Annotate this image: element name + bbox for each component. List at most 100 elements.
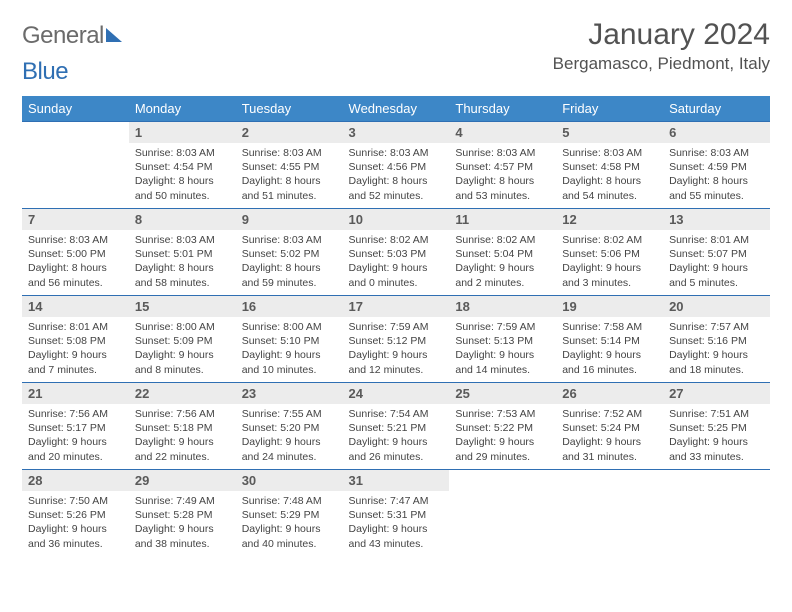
day-number: 24 bbox=[343, 383, 450, 404]
calendar-cell: 28Sunrise: 7:50 AMSunset: 5:26 PMDayligh… bbox=[22, 470, 129, 557]
calendar-cell: 6Sunrise: 8:03 AMSunset: 4:59 PMDaylight… bbox=[663, 122, 770, 209]
day-detail: Sunrise: 7:50 AMSunset: 5:26 PMDaylight:… bbox=[22, 491, 129, 553]
day-number: 16 bbox=[236, 296, 343, 317]
location-text: Bergamasco, Piedmont, Italy bbox=[553, 54, 770, 74]
weekday-header: Tuesday bbox=[236, 96, 343, 122]
day-number: 1 bbox=[129, 122, 236, 143]
day-detail: Sunrise: 8:01 AMSunset: 5:08 PMDaylight:… bbox=[22, 317, 129, 379]
calendar-cell: 15Sunrise: 8:00 AMSunset: 5:09 PMDayligh… bbox=[129, 296, 236, 383]
calendar-cell bbox=[556, 470, 663, 557]
day-detail: Sunrise: 7:49 AMSunset: 5:28 PMDaylight:… bbox=[129, 491, 236, 553]
day-detail: Sunrise: 8:02 AMSunset: 5:04 PMDaylight:… bbox=[449, 230, 556, 292]
calendar-week-row: 28Sunrise: 7:50 AMSunset: 5:26 PMDayligh… bbox=[22, 470, 770, 557]
calendar-cell: 4Sunrise: 8:03 AMSunset: 4:57 PMDaylight… bbox=[449, 122, 556, 209]
day-detail: Sunrise: 8:03 AMSunset: 5:01 PMDaylight:… bbox=[129, 230, 236, 292]
day-detail: Sunrise: 7:55 AMSunset: 5:20 PMDaylight:… bbox=[236, 404, 343, 466]
day-number: 19 bbox=[556, 296, 663, 317]
day-detail: Sunrise: 7:58 AMSunset: 5:14 PMDaylight:… bbox=[556, 317, 663, 379]
day-number: 27 bbox=[663, 383, 770, 404]
day-detail: Sunrise: 7:57 AMSunset: 5:16 PMDaylight:… bbox=[663, 317, 770, 379]
calendar-cell: 8Sunrise: 8:03 AMSunset: 5:01 PMDaylight… bbox=[129, 209, 236, 296]
day-number: 14 bbox=[22, 296, 129, 317]
calendar-week-row: 14Sunrise: 8:01 AMSunset: 5:08 PMDayligh… bbox=[22, 296, 770, 383]
day-detail: Sunrise: 8:02 AMSunset: 5:06 PMDaylight:… bbox=[556, 230, 663, 292]
calendar-cell: 13Sunrise: 8:01 AMSunset: 5:07 PMDayligh… bbox=[663, 209, 770, 296]
day-detail: Sunrise: 7:52 AMSunset: 5:24 PMDaylight:… bbox=[556, 404, 663, 466]
logo: General bbox=[22, 22, 122, 50]
calendar-table: SundayMondayTuesdayWednesdayThursdayFrid… bbox=[22, 96, 770, 556]
calendar-cell: 25Sunrise: 7:53 AMSunset: 5:22 PMDayligh… bbox=[449, 383, 556, 470]
day-number: 28 bbox=[22, 470, 129, 491]
day-detail: Sunrise: 8:03 AMSunset: 4:59 PMDaylight:… bbox=[663, 143, 770, 205]
calendar-cell: 19Sunrise: 7:58 AMSunset: 5:14 PMDayligh… bbox=[556, 296, 663, 383]
calendar-header: SundayMondayTuesdayWednesdayThursdayFrid… bbox=[22, 96, 770, 122]
calendar-cell: 2Sunrise: 8:03 AMSunset: 4:55 PMDaylight… bbox=[236, 122, 343, 209]
calendar-cell: 29Sunrise: 7:49 AMSunset: 5:28 PMDayligh… bbox=[129, 470, 236, 557]
day-number: 10 bbox=[343, 209, 450, 230]
day-number: 12 bbox=[556, 209, 663, 230]
day-number: 26 bbox=[556, 383, 663, 404]
calendar-cell: 9Sunrise: 8:03 AMSunset: 5:02 PMDaylight… bbox=[236, 209, 343, 296]
day-number: 4 bbox=[449, 122, 556, 143]
day-number: 23 bbox=[236, 383, 343, 404]
day-detail: Sunrise: 7:51 AMSunset: 5:25 PMDaylight:… bbox=[663, 404, 770, 466]
day-detail: Sunrise: 8:02 AMSunset: 5:03 PMDaylight:… bbox=[343, 230, 450, 292]
day-detail: Sunrise: 8:03 AMSunset: 5:00 PMDaylight:… bbox=[22, 230, 129, 292]
day-number: 22 bbox=[129, 383, 236, 404]
calendar-cell: 7Sunrise: 8:03 AMSunset: 5:00 PMDaylight… bbox=[22, 209, 129, 296]
weekday-header: Thursday bbox=[449, 96, 556, 122]
day-number: 11 bbox=[449, 209, 556, 230]
day-number: 6 bbox=[663, 122, 770, 143]
calendar-cell: 10Sunrise: 8:02 AMSunset: 5:03 PMDayligh… bbox=[343, 209, 450, 296]
day-number: 31 bbox=[343, 470, 450, 491]
day-detail: Sunrise: 8:03 AMSunset: 4:54 PMDaylight:… bbox=[129, 143, 236, 205]
calendar-cell: 20Sunrise: 7:57 AMSunset: 5:16 PMDayligh… bbox=[663, 296, 770, 383]
day-number: 30 bbox=[236, 470, 343, 491]
day-detail: Sunrise: 8:03 AMSunset: 5:02 PMDaylight:… bbox=[236, 230, 343, 292]
day-detail: Sunrise: 7:56 AMSunset: 5:17 PMDaylight:… bbox=[22, 404, 129, 466]
weekday-header: Wednesday bbox=[343, 96, 450, 122]
weekday-header: Monday bbox=[129, 96, 236, 122]
day-detail: Sunrise: 7:47 AMSunset: 5:31 PMDaylight:… bbox=[343, 491, 450, 553]
calendar-cell: 21Sunrise: 7:56 AMSunset: 5:17 PMDayligh… bbox=[22, 383, 129, 470]
day-detail: Sunrise: 7:54 AMSunset: 5:21 PMDaylight:… bbox=[343, 404, 450, 466]
weekday-header: Friday bbox=[556, 96, 663, 122]
calendar-cell: 16Sunrise: 8:00 AMSunset: 5:10 PMDayligh… bbox=[236, 296, 343, 383]
logo-text-general: General bbox=[22, 22, 104, 50]
day-number: 2 bbox=[236, 122, 343, 143]
day-number: 3 bbox=[343, 122, 450, 143]
day-detail: Sunrise: 8:00 AMSunset: 5:09 PMDaylight:… bbox=[129, 317, 236, 379]
day-number: 21 bbox=[22, 383, 129, 404]
day-detail: Sunrise: 7:48 AMSunset: 5:29 PMDaylight:… bbox=[236, 491, 343, 553]
month-title: January 2024 bbox=[553, 18, 770, 52]
day-detail: Sunrise: 7:59 AMSunset: 5:12 PMDaylight:… bbox=[343, 317, 450, 379]
weekday-header: Sunday bbox=[22, 96, 129, 122]
day-number: 17 bbox=[343, 296, 450, 317]
day-detail: Sunrise: 7:53 AMSunset: 5:22 PMDaylight:… bbox=[449, 404, 556, 466]
day-detail: Sunrise: 8:03 AMSunset: 4:56 PMDaylight:… bbox=[343, 143, 450, 205]
calendar-cell: 17Sunrise: 7:59 AMSunset: 5:12 PMDayligh… bbox=[343, 296, 450, 383]
calendar-cell bbox=[449, 470, 556, 557]
logo-triangle-icon bbox=[106, 28, 122, 42]
day-detail: Sunrise: 7:56 AMSunset: 5:18 PMDaylight:… bbox=[129, 404, 236, 466]
day-detail: Sunrise: 8:03 AMSunset: 4:57 PMDaylight:… bbox=[449, 143, 556, 205]
calendar-cell bbox=[663, 470, 770, 557]
calendar-cell: 30Sunrise: 7:48 AMSunset: 5:29 PMDayligh… bbox=[236, 470, 343, 557]
calendar-cell bbox=[22, 122, 129, 209]
calendar-cell: 14Sunrise: 8:01 AMSunset: 5:08 PMDayligh… bbox=[22, 296, 129, 383]
calendar-cell: 23Sunrise: 7:55 AMSunset: 5:20 PMDayligh… bbox=[236, 383, 343, 470]
day-detail: Sunrise: 8:03 AMSunset: 4:55 PMDaylight:… bbox=[236, 143, 343, 205]
calendar-cell: 3Sunrise: 8:03 AMSunset: 4:56 PMDaylight… bbox=[343, 122, 450, 209]
day-number: 18 bbox=[449, 296, 556, 317]
day-number: 13 bbox=[663, 209, 770, 230]
day-number: 15 bbox=[129, 296, 236, 317]
calendar-cell: 22Sunrise: 7:56 AMSunset: 5:18 PMDayligh… bbox=[129, 383, 236, 470]
calendar-week-row: 21Sunrise: 7:56 AMSunset: 5:17 PMDayligh… bbox=[22, 383, 770, 470]
calendar-cell: 5Sunrise: 8:03 AMSunset: 4:58 PMDaylight… bbox=[556, 122, 663, 209]
logo-text-blue: Blue bbox=[22, 58, 68, 86]
weekday-header: Saturday bbox=[663, 96, 770, 122]
calendar-cell: 24Sunrise: 7:54 AMSunset: 5:21 PMDayligh… bbox=[343, 383, 450, 470]
title-block: January 2024 Bergamasco, Piedmont, Italy bbox=[553, 18, 770, 74]
day-number: 9 bbox=[236, 209, 343, 230]
day-detail: Sunrise: 8:01 AMSunset: 5:07 PMDaylight:… bbox=[663, 230, 770, 292]
